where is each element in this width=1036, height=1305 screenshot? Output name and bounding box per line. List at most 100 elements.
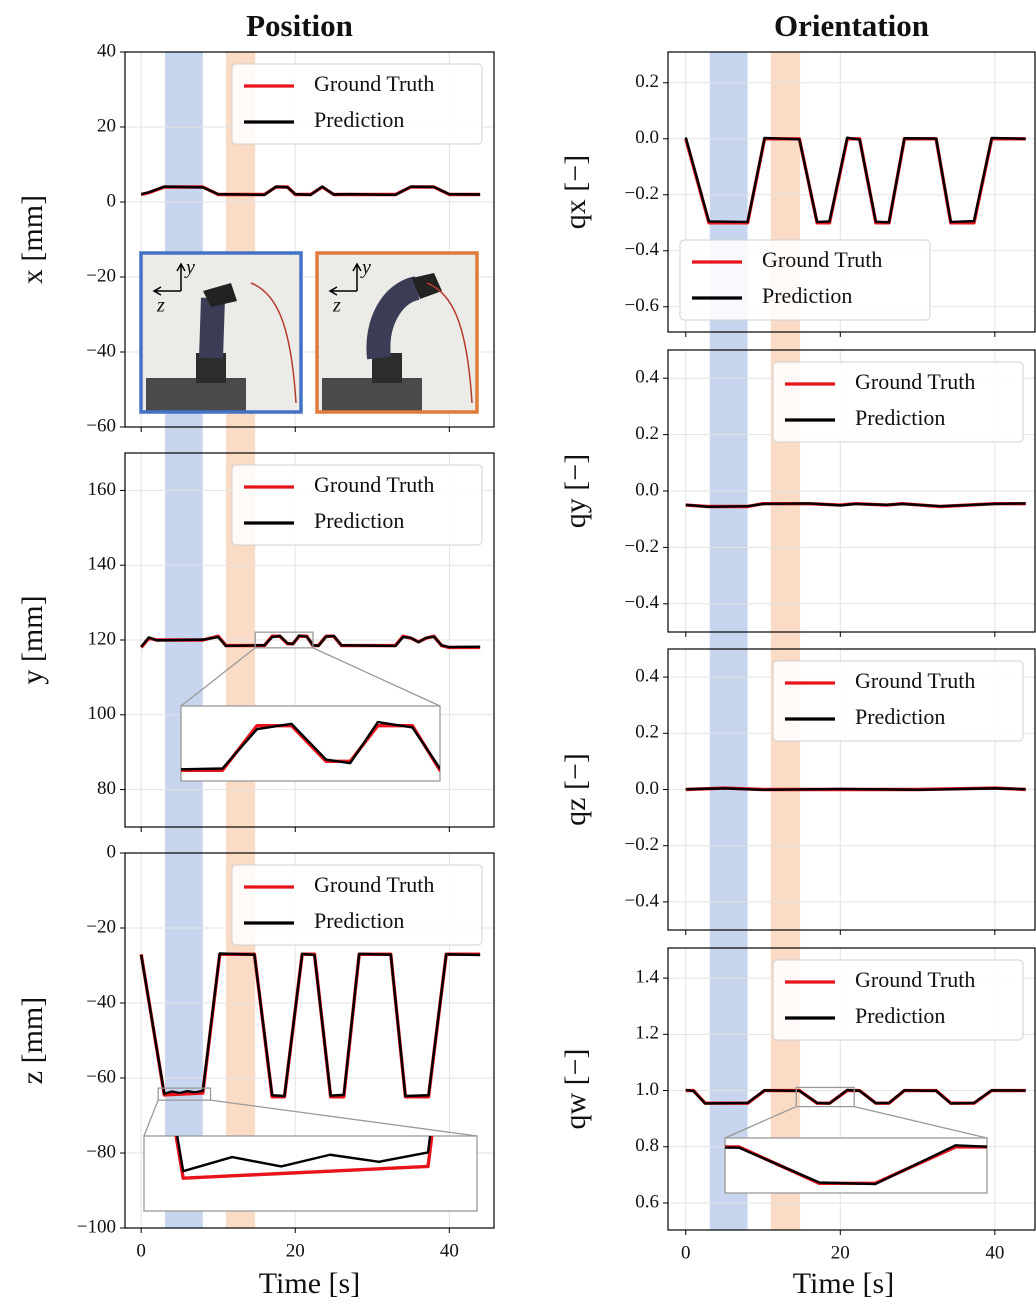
- robot-head: [412, 273, 442, 299]
- y-axis-label: qz [−]: [559, 753, 592, 826]
- highlight-span: [165, 453, 203, 853]
- frame-label: y: [184, 257, 195, 279]
- legend-box: [231, 464, 483, 546]
- axes-frame: [124, 51, 495, 428]
- y-tick-label: −60: [86, 1066, 116, 1087]
- axes-frame: [667, 947, 1036, 1231]
- frame-label: z: [332, 295, 341, 317]
- y-tick-label: 80: [97, 778, 116, 799]
- y-axis-label: y [mm]: [16, 595, 49, 684]
- legend-label: Prediction: [855, 704, 945, 729]
- axes-frame: [667, 648, 1036, 931]
- y-axis-label: z [mm]: [16, 997, 49, 1084]
- y-tick-label: −0.4: [625, 239, 660, 260]
- zoom-source-box: [157, 1087, 212, 1101]
- frame-arrows: [328, 262, 362, 296]
- y-tick-label: −60: [86, 415, 116, 436]
- zoom-connector: [180, 647, 256, 707]
- y-tick-label: −0.2: [625, 536, 659, 557]
- y-tick-label: 0.4: [635, 665, 659, 686]
- y-tick-label: 1.0: [635, 1079, 659, 1100]
- zoom-connector: [854, 1105, 988, 1139]
- y-tick-label: 0.2: [635, 722, 659, 743]
- legend-label: Ground Truth: [314, 872, 434, 897]
- legend-label: Prediction: [314, 908, 404, 933]
- legend-label: Ground Truth: [855, 967, 975, 992]
- panel-title: Position: [246, 8, 353, 43]
- zoom-connector: [312, 647, 441, 707]
- series-group: [140, 185, 481, 197]
- legend-box: [231, 864, 483, 946]
- legend-label: Ground Truth: [855, 369, 975, 394]
- axes-frame: [667, 349, 1036, 633]
- legend-box: [772, 959, 1024, 1041]
- robot-head: [203, 283, 237, 307]
- y-axis-label: x [mm]: [16, 195, 49, 284]
- y-axis-label: qw [−]: [559, 1048, 592, 1129]
- zoom-source-box: [795, 1086, 855, 1108]
- photo-inset: yz: [139, 251, 303, 414]
- photo-border: [139, 251, 303, 414]
- series-line: [684, 136, 1026, 224]
- y-tick-label: 0.0: [635, 479, 659, 500]
- robot-tube: [199, 297, 225, 359]
- y-tick-label: 0.8: [635, 1135, 659, 1156]
- legend-label: Prediction: [855, 405, 945, 430]
- series-group: [139, 952, 481, 1099]
- robot-base: [322, 378, 422, 412]
- y-tick-label: 0.0: [635, 778, 659, 799]
- y-tick-label: −0.2: [625, 834, 659, 855]
- zoom-series-line: [176, 1136, 432, 1173]
- panel-title: Orientation: [774, 8, 929, 43]
- y-tick-label: 0.6: [635, 1191, 659, 1212]
- y-tick-label: 160: [88, 479, 117, 500]
- series-line: [140, 185, 481, 197]
- legend-box: [772, 361, 1024, 443]
- zoom-series-line: [174, 1136, 434, 1180]
- y-tick-label: 0.4: [635, 367, 659, 388]
- x-axis-label: Time [s]: [259, 1267, 360, 1300]
- y-tick-label: −0.6: [625, 295, 659, 316]
- highlight-span: [709, 649, 748, 948]
- series-group: [685, 501, 1026, 509]
- y-tick-label: 120: [88, 628, 117, 649]
- photo-inset: yz: [315, 251, 479, 414]
- series-line: [139, 952, 481, 1098]
- series-group: [685, 1088, 1026, 1105]
- robot-tube: [366, 276, 421, 360]
- x-tick-label: 20: [286, 1240, 305, 1261]
- legend-box: [231, 63, 483, 145]
- axes-frame: [124, 452, 495, 828]
- photo-border: [315, 251, 479, 414]
- y-tick-label: 0.0: [635, 127, 659, 148]
- y-tick-label: −40: [86, 340, 116, 361]
- legend-label: Ground Truth: [762, 247, 882, 272]
- series-line: [685, 787, 1026, 791]
- zoom-series-group: [725, 1144, 987, 1186]
- y-tick-label: −20: [86, 916, 116, 937]
- legend-label: Prediction: [314, 107, 404, 132]
- y-tick-label: −80: [86, 1141, 116, 1162]
- zoom-connector: [143, 1099, 159, 1137]
- y-tick-label: −40: [86, 991, 116, 1012]
- frame-label: y: [360, 257, 371, 279]
- y-tick-label: 1.4: [635, 966, 659, 987]
- y-axis-label: qx [−]: [559, 155, 592, 229]
- x-axis-label: Time [s]: [793, 1267, 894, 1300]
- highlight-span: [709, 350, 748, 649]
- legend-label: Ground Truth: [314, 71, 434, 96]
- legend-label: Ground Truth: [855, 668, 975, 693]
- y-tick-label: 0.2: [635, 71, 659, 92]
- zoom-series-line: [725, 1144, 987, 1186]
- y-tick-label: −0.2: [625, 183, 659, 204]
- y-tick-label: 40: [97, 40, 116, 61]
- zoom-source-box: [254, 631, 314, 649]
- y-tick-label: −0.4: [625, 890, 660, 911]
- legend-box: [679, 239, 931, 321]
- series-line: [685, 1088, 1026, 1105]
- axes-frame: [124, 852, 495, 1229]
- robot-base: [146, 378, 246, 412]
- zoom-connector: [210, 1099, 478, 1137]
- x-tick-label: 0: [136, 1240, 146, 1261]
- zoom-connector: [724, 1105, 797, 1139]
